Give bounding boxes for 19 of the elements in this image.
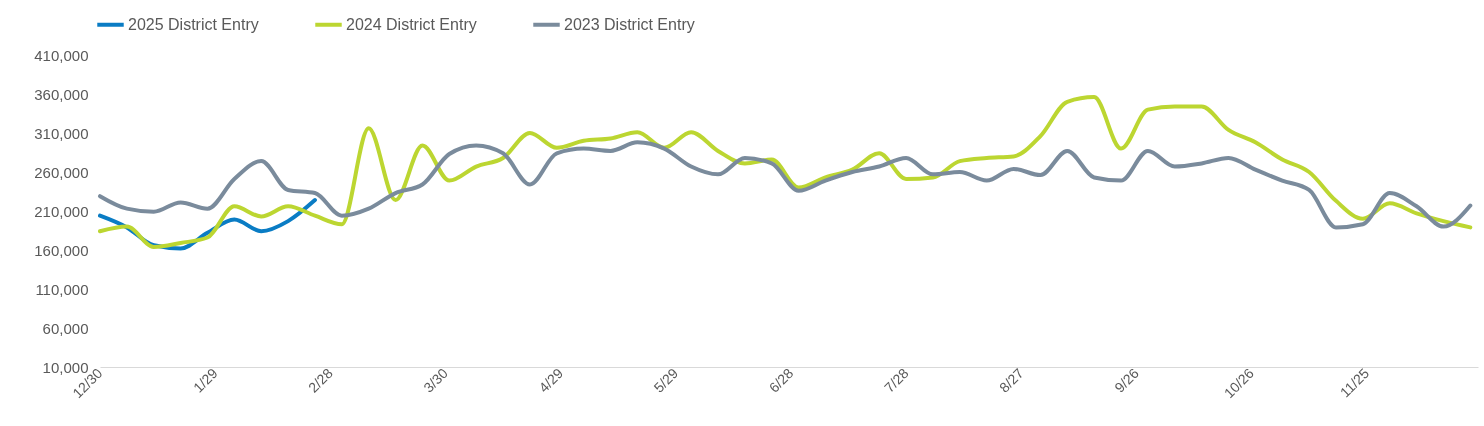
x-tick-label: 6/28 [765, 364, 797, 396]
y-tick-label: 60,000 [42, 319, 89, 337]
y-tick-label: 210,000 [34, 202, 89, 220]
x-tick-label: 3/30 [420, 364, 452, 396]
y-tick-label: 160,000 [34, 241, 89, 259]
y-tick-label: 360,000 [34, 85, 89, 103]
legend-label: 2023 District Entry [564, 15, 695, 33]
y-tick-label: 310,000 [34, 124, 89, 142]
y-tick-label: 410,000 [34, 46, 89, 64]
legend-label: 2024 District Entry [346, 15, 477, 33]
y-tick-label: 260,000 [34, 163, 89, 181]
x-tick-label: 7/28 [880, 364, 912, 396]
line-series [98, 140, 1473, 230]
x-tick-label: 5/29 [650, 364, 682, 396]
y-tick-label: 110,000 [35, 280, 89, 298]
x-tick-label: 4/29 [535, 364, 567, 396]
x-tick-label: 9/26 [1111, 364, 1142, 396]
line-series [98, 95, 1473, 249]
legend-label: 2025 District Entry [128, 15, 259, 33]
